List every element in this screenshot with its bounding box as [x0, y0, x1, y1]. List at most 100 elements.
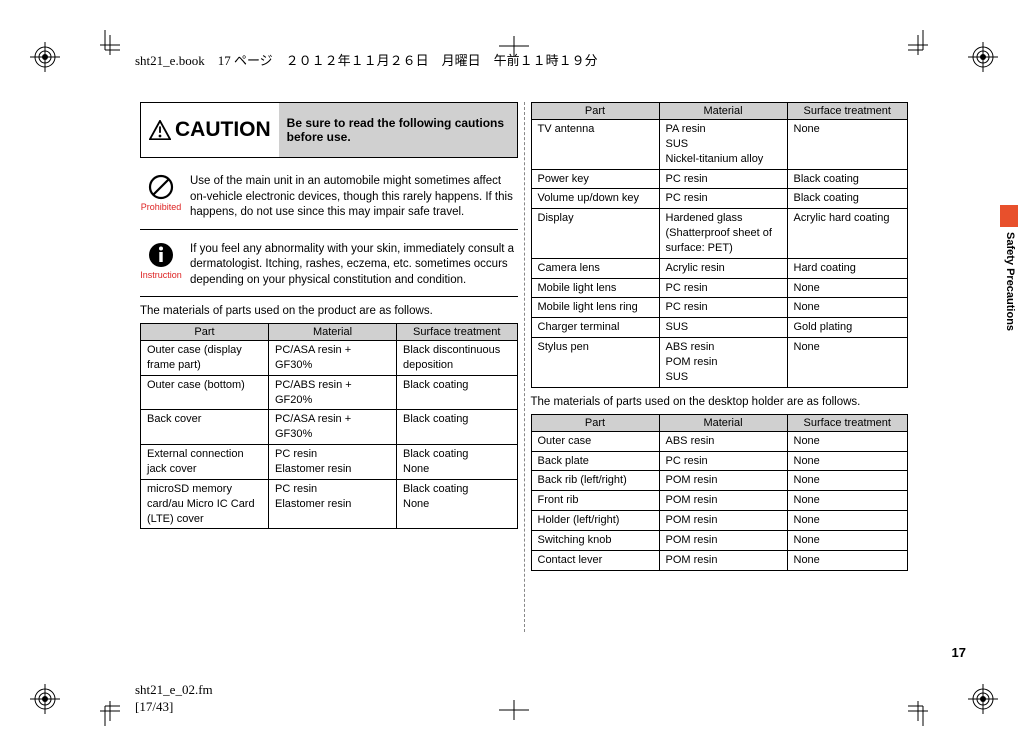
table-cell: Holder (left/right) — [531, 511, 659, 531]
table-cell: Acrylic resin — [659, 258, 787, 278]
table-cell: PC resin — [659, 169, 787, 189]
table-row: Mobile light lens ringPC resinNone — [531, 298, 908, 318]
table-cell: Black coating — [787, 169, 908, 189]
table-cell: Hard coating — [787, 258, 908, 278]
table-cell: PC/ASA resin + GF30% — [269, 410, 397, 445]
content-area: CAUTION Be sure to read the following ca… — [134, 102, 914, 632]
caution-message: Be sure to read the following cautions b… — [279, 103, 517, 157]
table-body: Outer caseABS resinNoneBack platePC resi… — [531, 431, 908, 570]
table-cell: PC resin — [659, 298, 787, 318]
table-cell: Outer case (display frame part) — [141, 341, 269, 376]
table-row: Back coverPC/ASA resin + GF30%Black coat… — [141, 410, 518, 445]
table-row: Contact leverPOM resinNone — [531, 550, 908, 570]
table-cell: Back cover — [141, 410, 269, 445]
table-row: Mobile light lensPC resinNone — [531, 278, 908, 298]
instruction-icon: Instruction — [140, 242, 182, 289]
materials-intro-holder: The materials of parts used on the deskt… — [531, 396, 909, 408]
table-cell: PC resin — [659, 278, 787, 298]
table-cell: PC resin — [659, 451, 787, 471]
crop-mark-icon — [499, 700, 529, 720]
table-cell: Black coating — [787, 189, 908, 209]
table-cell: Black coatingNone — [397, 479, 518, 529]
footer-line: [17/43] — [135, 699, 213, 716]
table-row: Outer caseABS resinNone — [531, 431, 908, 451]
table-cell: Mobile light lens ring — [531, 298, 659, 318]
table-header: Surface treatment — [787, 103, 908, 120]
table-cell: Volume up/down key — [531, 189, 659, 209]
table-cell: None — [787, 491, 908, 511]
table-cell: None — [787, 530, 908, 550]
table-cell: POM resin — [659, 511, 787, 531]
registration-mark-icon — [30, 684, 60, 714]
table-row: DisplayHardened glass (Shatterproof shee… — [531, 209, 908, 259]
table-cell: SUS — [659, 318, 787, 338]
left-column: CAUTION Be sure to read the following ca… — [134, 102, 524, 632]
table-row: External connection jack coverPC resinEl… — [141, 445, 518, 480]
safety-note: Instruction If you feel any abnormality … — [140, 236, 518, 298]
table-header: Part — [531, 103, 659, 120]
table-cell: ABS resin — [659, 431, 787, 451]
crop-mark-icon — [908, 696, 938, 726]
page-number: 17 — [952, 645, 966, 660]
materials-table-product-b: Part Material Surface treatment TV anten… — [531, 102, 909, 388]
table-cell: Black coating — [397, 410, 518, 445]
table-header: Part — [531, 414, 659, 431]
table-cell: PC resinElastomer resin — [269, 445, 397, 480]
crop-mark-icon — [908, 30, 938, 60]
table-row: Front ribPOM resinNone — [531, 491, 908, 511]
table-header: Material — [659, 414, 787, 431]
table-row: microSD memory card/au Micro IC Card (LT… — [141, 479, 518, 529]
table-cell: Stylus pen — [531, 338, 659, 388]
table-row: Stylus penABS resinPOM resinSUSNone — [531, 338, 908, 388]
table-cell: PC resin — [659, 189, 787, 209]
warning-triangle-icon — [149, 120, 171, 140]
table-cell: microSD memory card/au Micro IC Card (LT… — [141, 479, 269, 529]
table-cell: Gold plating — [787, 318, 908, 338]
right-column: Part Material Surface treatment TV anten… — [525, 102, 915, 632]
footer-file-ref: sht21_e_02.fm [17/43] — [135, 682, 213, 716]
table-row: Outer case (bottom)PC/ABS resin + GF20%B… — [141, 375, 518, 410]
table-cell: External connection jack cover — [141, 445, 269, 480]
table-cell: TV antenna — [531, 120, 659, 170]
safety-note: Prohibited Use of the main unit in an au… — [140, 168, 518, 230]
table-cell: POM resin — [659, 530, 787, 550]
table-cell: Black coatingNone — [397, 445, 518, 480]
table-cell: Back rib (left/right) — [531, 471, 659, 491]
table-cell: Front rib — [531, 491, 659, 511]
table-cell: Power key — [531, 169, 659, 189]
table-header: Material — [269, 324, 397, 341]
table-cell: PC resinElastomer resin — [269, 479, 397, 529]
table-cell: None — [787, 511, 908, 531]
table-cell: None — [787, 550, 908, 570]
registration-mark-icon — [968, 684, 998, 714]
crop-mark-icon — [90, 696, 120, 726]
note-icon-label: Instruction — [140, 270, 182, 280]
table-header: Material — [659, 103, 787, 120]
prohibited-icon: Prohibited — [140, 174, 182, 221]
table-cell: Hardened glass (Shatterproof sheet of su… — [659, 209, 787, 259]
table-cell: POM resin — [659, 471, 787, 491]
table-cell: Contact lever — [531, 550, 659, 570]
materials-intro-product: The materials of parts used on the produ… — [140, 305, 518, 317]
caution-box: CAUTION Be sure to read the following ca… — [140, 102, 518, 158]
table-cell: Outer case (bottom) — [141, 375, 269, 410]
note-text: Use of the main unit in an automobile mi… — [190, 174, 518, 221]
table-row: Switching knobPOM resinNone — [531, 530, 908, 550]
section-tab — [1000, 205, 1018, 227]
caution-heading-text: CAUTION — [175, 118, 271, 142]
table-row: Outer case (display frame part)PC/ASA re… — [141, 341, 518, 376]
table-cell: ABS resinPOM resinSUS — [659, 338, 787, 388]
table-cell: PC/ASA resin + GF30% — [269, 341, 397, 376]
materials-table-product-a: Part Material Surface treatment Outer ca… — [140, 323, 518, 529]
table-row: Charger terminalSUSGold plating — [531, 318, 908, 338]
table-header: Surface treatment — [397, 324, 518, 341]
table-cell: None — [787, 120, 908, 170]
note-icon-label: Prohibited — [140, 202, 182, 212]
section-label: Safety Precautions — [1004, 232, 1016, 331]
table-cell: Charger terminal — [531, 318, 659, 338]
table-cell: PA resinSUSNickel-titanium alloy — [659, 120, 787, 170]
table-cell: Outer case — [531, 431, 659, 451]
table-cell: None — [787, 298, 908, 318]
registration-mark-icon — [30, 42, 60, 72]
running-head: sht21_e.book 17 ページ ２０１２年１１月２６日 月曜日 午前１１… — [135, 50, 598, 69]
